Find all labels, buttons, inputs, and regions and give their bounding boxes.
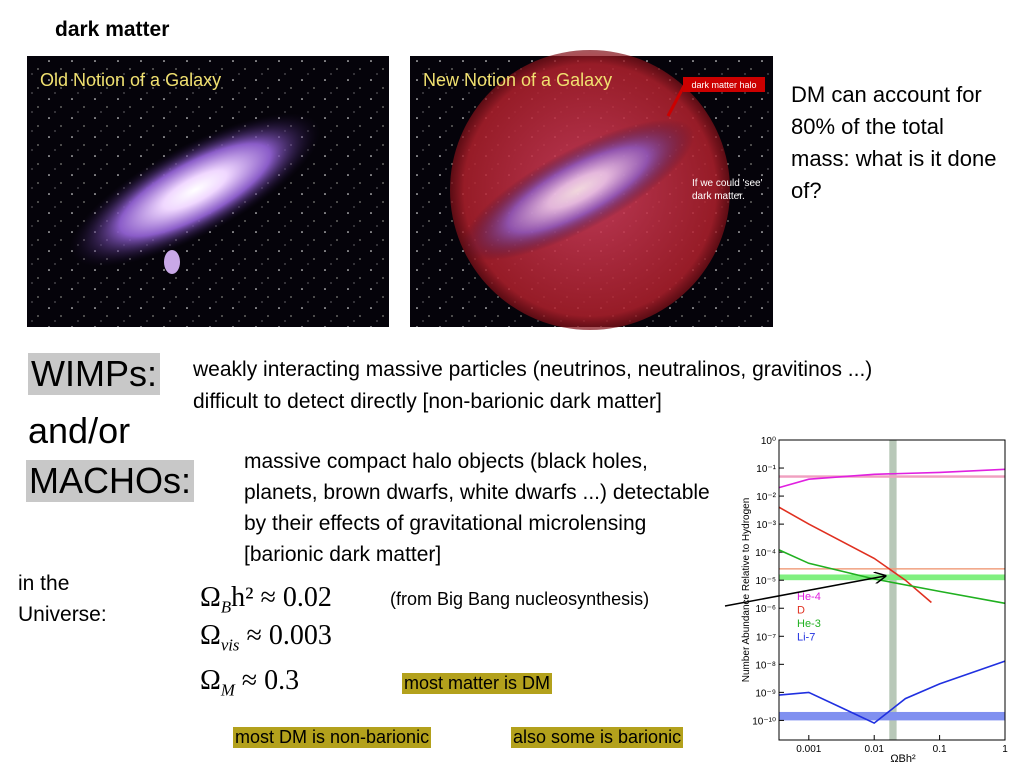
y-tick-label: 10⁻³: [756, 520, 776, 531]
series-line: [778, 506, 932, 604]
halo-note: dark matter.: [692, 191, 745, 202]
y-band: [779, 711, 1005, 721]
plot-frame: [778, 439, 1006, 741]
x-tick-label: 0.01: [864, 744, 884, 755]
y-tick-label: 10⁻²: [756, 492, 776, 503]
y-tick-label: 10⁻⁸: [755, 660, 776, 671]
y-band: [779, 568, 1005, 570]
y-tick-label: 10⁻¹: [756, 464, 776, 475]
y-tick-label: 10⁰: [761, 436, 776, 447]
highlight: most matter is DM: [402, 673, 553, 694]
image-caption: Old Notion of a Galaxy: [40, 70, 221, 90]
old-galaxy-image: Old Notion of a Galaxy: [27, 56, 389, 327]
formula-rest: ≈ 0.3: [234, 665, 300, 696]
side-note: DM can account for 80% of the total mass…: [791, 82, 997, 203]
wimps-label: WIMPs:: [28, 353, 160, 395]
series-line: [778, 660, 1006, 725]
text-line: weakly interacting massive particles (ne…: [193, 358, 873, 381]
highlight: most DM is non-barionic: [233, 727, 432, 748]
x-band: [889, 440, 897, 740]
x-tick-label: 1: [1002, 744, 1008, 755]
slide-title: dark matter: [55, 18, 170, 41]
y-axis-label: Number Abundance Relative to Hydrogen: [741, 498, 752, 683]
formula: ΩBh² ≈ 0.02: [200, 582, 332, 617]
wimps-description: weakly interacting massive particles (ne…: [193, 354, 933, 418]
y-tick-label: 10⁻⁷: [756, 632, 776, 643]
galaxy-images: Old Notion of a Galaxy New Notion of a G…: [27, 50, 773, 330]
formula: ΩM ≈ 0.3: [200, 665, 300, 700]
formula: Ωvis ≈ 0.003: [200, 620, 332, 655]
series-line: [778, 468, 1006, 489]
legend-entry: Li-7: [797, 632, 815, 644]
formula-subscript: M: [220, 680, 235, 700]
halo-note: If we could 'see': [692, 178, 763, 189]
formula-note: (from Big Bang nucleosynthesis): [390, 589, 650, 609]
legend-entry: D: [797, 605, 805, 617]
x-axis-label: ΩBh²: [890, 753, 916, 765]
formula-subscript: B: [220, 597, 232, 617]
machos-label: MACHOs:: [26, 460, 194, 502]
halo-label: dark matter halo: [691, 80, 756, 90]
y-tick-label: 10⁻⁴: [755, 548, 776, 559]
x-tick-label: 0.001: [796, 744, 821, 755]
y-band: [779, 475, 1005, 478]
highlight: also some is barionic: [511, 727, 684, 748]
machos-description: massive compact halo objects (black hole…: [244, 450, 710, 566]
image-caption: New Notion of a Galaxy: [423, 70, 612, 90]
legend-entry: He-3: [797, 618, 821, 630]
formula-subscript: vis: [220, 635, 240, 655]
new-galaxy-image: New Notion of a Galaxy dark matter halo …: [410, 50, 773, 330]
y-band: [779, 574, 1005, 581]
x-tick-label: 0.1: [933, 744, 947, 755]
y-tick-label: 10⁻¹⁰: [752, 716, 776, 727]
andor-label: and/or: [28, 410, 131, 451]
y-tick-label: 10⁻⁵: [755, 576, 776, 587]
formula-rest: h² ≈ 0.02: [231, 582, 332, 613]
formula-rest: ≈ 0.003: [239, 620, 332, 651]
arrow: [724, 576, 885, 607]
text-line: difficult to detect directly [non-barion…: [193, 390, 662, 413]
legend-entry: He-4: [797, 591, 821, 603]
universe-label: in the Universe:: [18, 572, 107, 626]
y-tick-label: 10⁻⁶: [755, 604, 776, 615]
y-tick-label: 10⁻⁹: [755, 688, 776, 699]
